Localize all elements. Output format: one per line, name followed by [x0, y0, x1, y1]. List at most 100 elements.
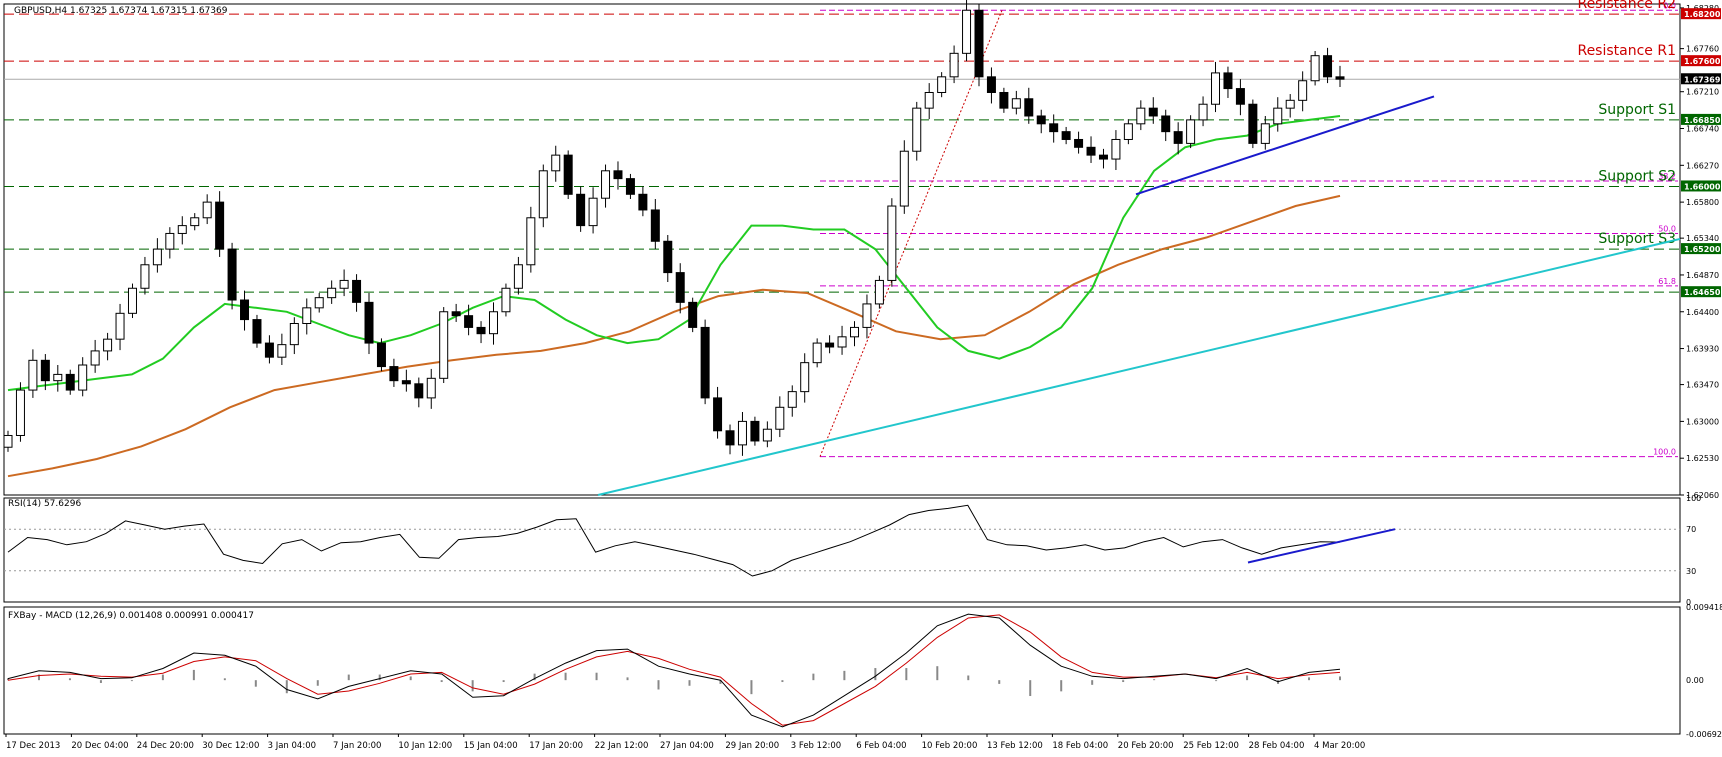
candlestick	[713, 386, 723, 439]
fib-diagonal	[819, 10, 1003, 457]
level-price-box-text: 1.68200	[1684, 10, 1721, 19]
macd-tick-label: 0.009418	[1686, 603, 1722, 612]
candlestick	[289, 317, 299, 355]
candlestick	[177, 216, 187, 245]
candlestick	[252, 314, 262, 348]
price-tick-label: 1.66270	[1686, 161, 1719, 170]
candle-body	[426, 377, 436, 399]
rsi-panel[interactable]	[4, 504, 1680, 577]
candlestick	[389, 358, 399, 387]
candlestick	[1285, 94, 1295, 118]
price-tick-label: 1.65800	[1686, 198, 1719, 207]
candle-body	[1036, 115, 1046, 125]
candlestick	[302, 298, 312, 335]
candle-body	[389, 366, 399, 382]
candlestick	[899, 140, 909, 214]
candle-body	[352, 279, 362, 303]
current-price-box-text: 1.67369	[1684, 75, 1721, 84]
candle-body	[850, 326, 860, 338]
candle-body	[215, 201, 225, 250]
fib-level-label: 50.0	[1658, 224, 1676, 233]
candlestick	[327, 280, 337, 304]
candlestick	[800, 353, 810, 403]
date-tick-label: 17 Dec 2013	[6, 741, 60, 751]
candle-body	[1298, 80, 1308, 101]
level-price-box-text: 1.67600	[1684, 57, 1721, 66]
candle-body	[837, 336, 847, 348]
candle-body	[314, 297, 324, 309]
date-tick-label: 3 Jan 04:00	[268, 741, 316, 751]
candlestick	[401, 369, 411, 392]
rsi-trendline	[1247, 528, 1396, 564]
candle-body	[576, 193, 586, 227]
candlestick	[65, 369, 75, 395]
candlestick	[339, 269, 349, 297]
candlestick	[1123, 119, 1133, 145]
candlestick	[638, 186, 648, 217]
candlestick	[1011, 90, 1021, 115]
candle-body	[538, 170, 548, 219]
candlestick	[464, 304, 474, 336]
candle-body	[1235, 88, 1245, 105]
candle-body	[439, 311, 449, 379]
macd-tick-label: 0.00	[1686, 676, 1704, 685]
price-tick-label: 1.64870	[1686, 271, 1719, 280]
candle-body	[1161, 115, 1171, 133]
candle-body	[725, 430, 735, 446]
candlestick	[526, 206, 536, 273]
candle-body	[563, 154, 573, 195]
candle-body	[899, 150, 909, 207]
candlestick	[165, 227, 175, 259]
candle-body	[401, 380, 411, 385]
candle-body	[513, 264, 523, 289]
candle-body	[90, 350, 100, 366]
candle-body	[202, 201, 212, 219]
candlestick	[1273, 97, 1283, 132]
date-tick-label: 20 Feb 20:00	[1118, 741, 1174, 751]
candlestick	[1223, 66, 1233, 98]
macd-panel[interactable]	[7, 613, 1341, 728]
candle-body	[601, 170, 611, 199]
symbol-header: GBPUSD,H4 1.67325 1.67374 1.67315 1.6736…	[14, 6, 228, 16]
candle-body	[1136, 107, 1146, 125]
date-tick-label: 29 Jan 20:00	[725, 741, 779, 751]
candle-body	[762, 428, 772, 442]
candlestick	[227, 242, 237, 310]
rsi-line	[7, 504, 1341, 577]
candle-body	[750, 420, 760, 442]
price-tick-label: 1.62530	[1686, 454, 1719, 463]
current-price-box	[1681, 73, 1721, 85]
candlestick	[937, 72, 947, 98]
candlestick	[825, 335, 835, 354]
candle-body	[152, 248, 162, 266]
candlestick	[986, 67, 996, 104]
candle-body	[688, 301, 698, 328]
candlestick	[1211, 61, 1221, 113]
candlestick	[563, 150, 573, 199]
candle-body	[1098, 154, 1108, 160]
candle-body	[115, 312, 125, 340]
candle-body	[376, 342, 386, 368]
candlestick	[762, 421, 772, 448]
candlestick	[588, 187, 598, 234]
candlestick	[1049, 114, 1059, 143]
candlestick	[663, 235, 673, 282]
macd-line	[7, 613, 1341, 728]
candle-body	[1049, 123, 1059, 133]
candlestick	[1248, 99, 1258, 149]
candlestick	[1335, 65, 1345, 88]
level-price-box	[1681, 243, 1721, 255]
candlestick	[812, 338, 822, 368]
candlestick	[215, 191, 225, 257]
candlestick	[700, 319, 710, 405]
sma-green-line	[7, 115, 1341, 392]
candle-body	[414, 383, 424, 399]
candle-body	[924, 91, 934, 109]
candle-body	[1186, 119, 1196, 144]
candle-body	[364, 301, 374, 344]
candle-body	[1310, 55, 1320, 82]
candlestick	[277, 333, 287, 366]
price-panel[interactable]: 0.0 38.2 50.0 61.8 100.0 Resistance R2 Resista…	[3, 0, 1681, 496]
